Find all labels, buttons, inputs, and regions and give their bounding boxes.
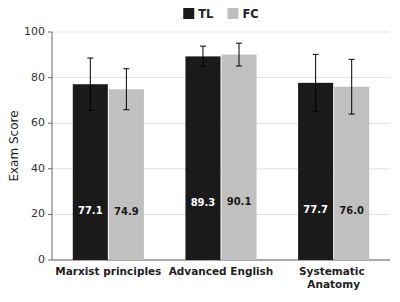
data-label: 90.1 <box>227 196 252 207</box>
error-bar-cap <box>87 110 93 111</box>
error-bar-cap <box>200 46 206 47</box>
y-axis-label: Exam Score <box>7 110 21 181</box>
bar <box>222 55 257 260</box>
legend-item: TL <box>183 7 214 21</box>
error-bar-stem <box>315 54 316 111</box>
error-bar-cap <box>236 43 242 44</box>
error-bar <box>200 46 206 67</box>
grid-line <box>52 32 390 33</box>
chart-container: 0 20 40 60 80 100 Exam Score 77.1 89.3 77.7 74.9 90… <box>0 0 400 302</box>
legend: TL FC <box>183 7 258 21</box>
error-bar-cap <box>123 109 129 110</box>
error-bar <box>87 58 93 110</box>
error-bar-stem <box>90 58 91 110</box>
error-bar <box>236 43 242 66</box>
legend-swatch <box>183 8 194 19</box>
y-tick-label: 100 <box>24 25 45 38</box>
bar <box>73 84 108 260</box>
error-bar-cap <box>313 54 319 55</box>
error-bar-stem <box>126 69 127 110</box>
error-bar <box>313 54 319 111</box>
y-tick <box>48 168 52 169</box>
error-bar-stem <box>202 46 203 67</box>
error-bar-cap <box>87 57 93 58</box>
bars <box>73 55 369 260</box>
bar <box>185 56 220 260</box>
grid-line <box>52 77 390 78</box>
error-bar-cap <box>236 65 242 66</box>
x-tick-label: Systematic Anatomy <box>299 265 368 290</box>
error-bar-stem <box>239 43 240 66</box>
chart-svg: 0 20 40 60 80 100 Exam Score 77.1 89.3 77.7 74.9 90… <box>0 0 400 302</box>
y-tick <box>48 214 52 215</box>
x-tick-label: Marxist principles <box>55 265 161 277</box>
data-label: 76.0 <box>339 205 364 216</box>
legend-label: TL <box>198 7 214 21</box>
y-tick <box>48 32 52 33</box>
grid <box>52 32 390 260</box>
legend-item: FC <box>227 7 258 21</box>
legend-swatch <box>227 8 238 19</box>
axes: 0 20 40 60 80 100 <box>24 25 390 266</box>
error-bar-stem <box>351 59 352 114</box>
error-bar <box>349 59 355 114</box>
x-tick-label-line: Systematic <box>299 265 368 277</box>
y-tick <box>48 77 52 78</box>
y-axis-line <box>52 32 53 260</box>
error-bar <box>123 69 129 110</box>
error-bar-cap <box>349 59 355 60</box>
x-tick-label: Advanced English <box>169 265 274 277</box>
error-bar-cap <box>123 68 129 69</box>
y-tick-label: 40 <box>31 162 45 175</box>
error-bar-cap <box>200 66 206 67</box>
y-tick-label: 60 <box>31 116 45 129</box>
data-label: 77.1 <box>78 205 103 216</box>
error-bar-cap <box>313 111 319 112</box>
data-labels: 77.1 89.3 77.7 74.9 90.1 76.0 <box>78 196 364 217</box>
y-tick-label: 20 <box>31 207 45 220</box>
error-bar-cap <box>349 114 355 115</box>
data-label: 89.3 <box>191 197 216 208</box>
y-tick-label: 80 <box>31 71 45 84</box>
x-axis-labels: Marxist principles Advanced English System… <box>55 265 368 290</box>
y-tick-label: 0 <box>38 253 45 266</box>
error-bars <box>87 43 354 114</box>
y-tick <box>48 123 52 124</box>
legend-label: FC <box>242 7 258 21</box>
y-tick <box>48 260 52 261</box>
x-tick-label-line: Anatomy <box>307 278 360 290</box>
data-label: 77.7 <box>303 204 328 215</box>
bar <box>109 89 144 260</box>
data-label: 74.9 <box>114 206 139 217</box>
